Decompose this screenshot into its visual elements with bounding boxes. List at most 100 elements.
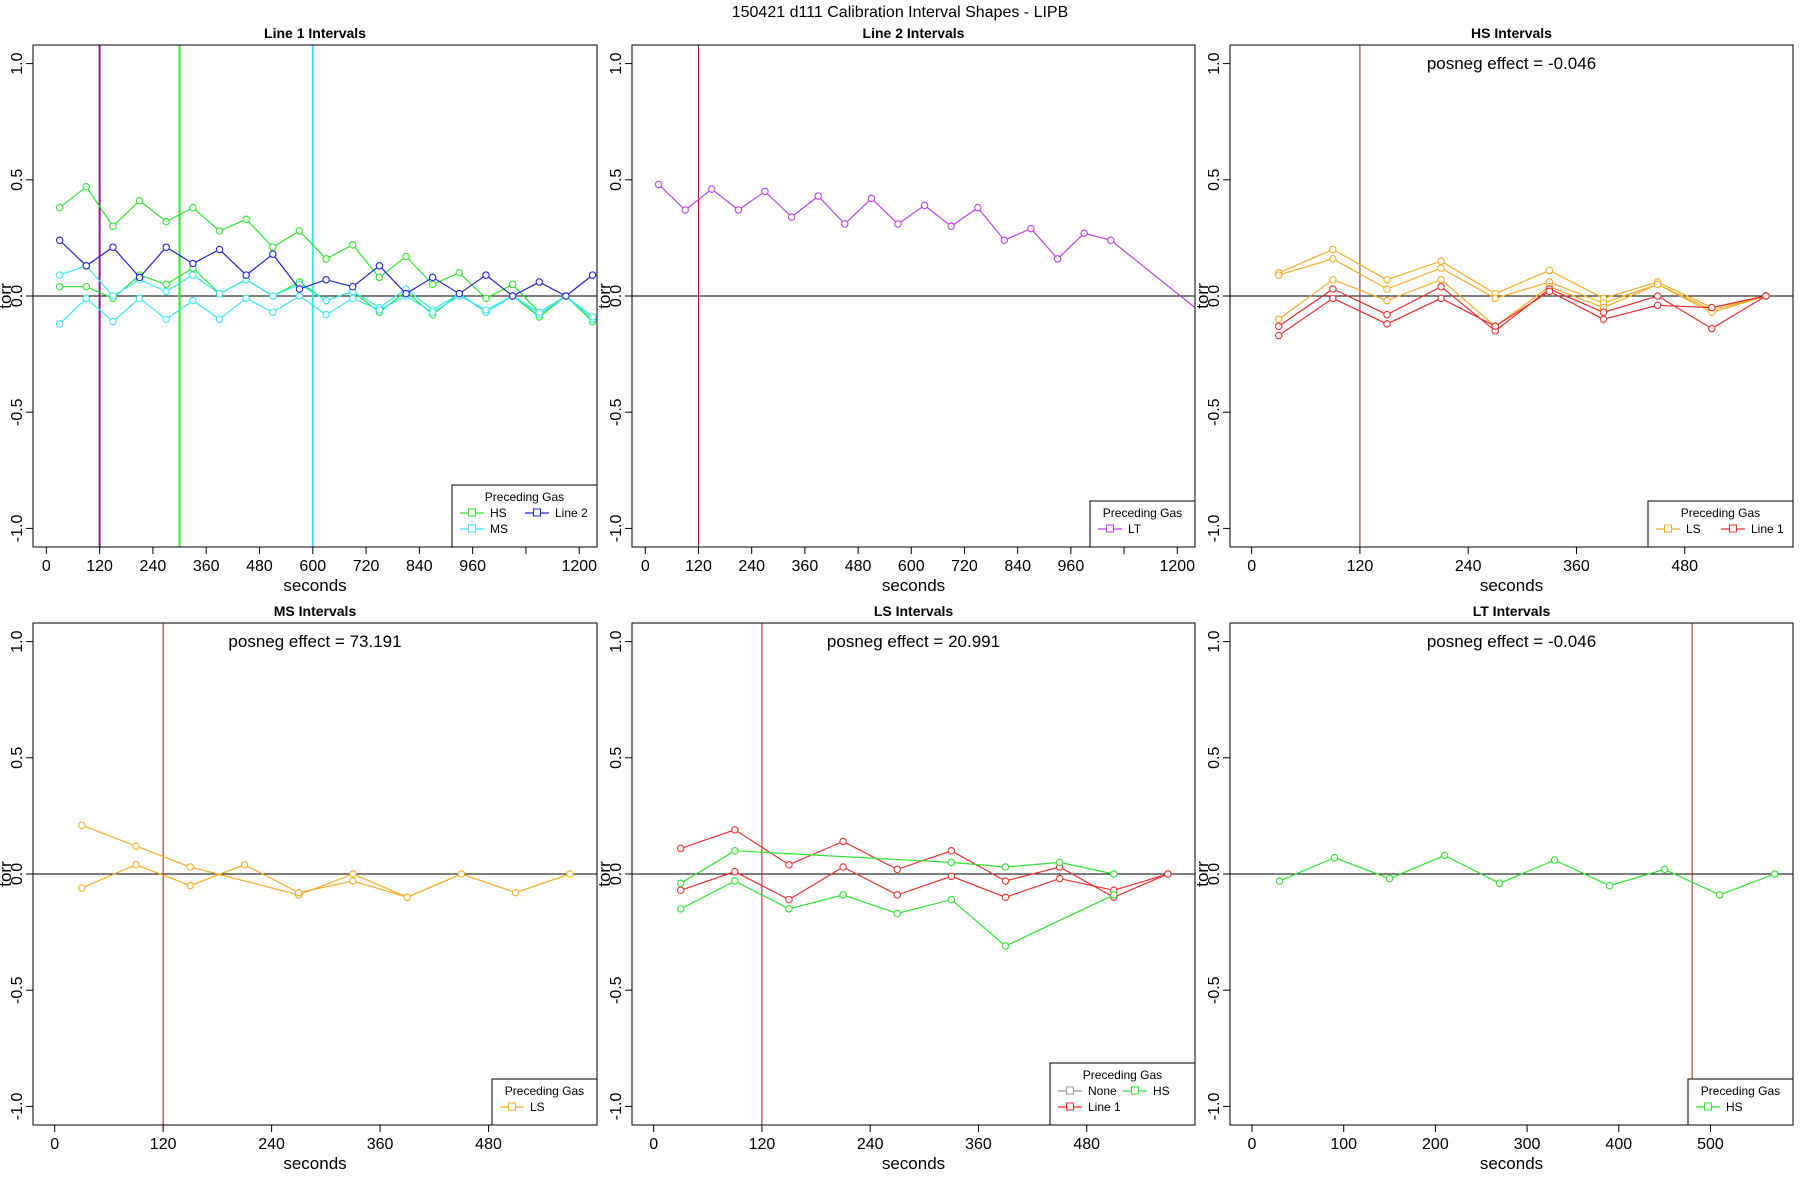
data-point bbox=[947, 872, 956, 881]
legend-entry-label: Line 2 bbox=[555, 506, 588, 520]
data-point bbox=[1055, 858, 1064, 867]
chart-panel-5: LS Intervals 0 120 240 360 480 seconds -1.0 -0.5… bbox=[595, 603, 1196, 1173]
data-point bbox=[162, 217, 170, 226]
x-tick-label: 240 bbox=[738, 558, 765, 575]
data-point bbox=[242, 294, 250, 303]
x-tick-label: 960 bbox=[459, 558, 486, 575]
data-point bbox=[455, 269, 464, 277]
legend-swatch-marker bbox=[508, 1102, 516, 1111]
data-point bbox=[186, 863, 195, 871]
data-point bbox=[322, 275, 330, 284]
y-tick-label: 0.5 bbox=[608, 169, 625, 191]
data-point bbox=[428, 273, 437, 282]
y-tick-label: 0.0 bbox=[9, 285, 26, 307]
x-tick-label: 480 bbox=[475, 1136, 502, 1153]
data-point bbox=[839, 837, 847, 846]
data-point bbox=[402, 289, 410, 298]
data-point bbox=[867, 194, 876, 203]
data-point bbox=[1545, 287, 1554, 296]
data-point bbox=[242, 215, 250, 224]
y-tick-label: 0.5 bbox=[608, 747, 625, 769]
y-tick-label: -1.0 bbox=[1206, 515, 1223, 543]
data-point bbox=[186, 881, 195, 890]
y-tick-label: 1.0 bbox=[608, 630, 625, 652]
legend-entry-label: Line 1 bbox=[1088, 1100, 1121, 1114]
data-point bbox=[135, 196, 144, 205]
legend-box bbox=[1687, 1078, 1794, 1126]
legend-entry-label: LT bbox=[1128, 522, 1142, 536]
legend: Preceding Gas HS MS Line 2 bbox=[451, 484, 598, 548]
data-point bbox=[1383, 320, 1391, 328]
data-point bbox=[55, 320, 64, 328]
y-tick-label: -1.0 bbox=[608, 515, 625, 543]
legend-entry-label: LS bbox=[1686, 522, 1701, 536]
y-tick-label: 0.0 bbox=[1206, 285, 1223, 307]
y-tick-label: -0.5 bbox=[1206, 398, 1223, 426]
data-point bbox=[974, 203, 982, 212]
legend-box bbox=[1049, 1062, 1196, 1126]
data-point bbox=[1001, 877, 1010, 885]
x-tick-label: 120 bbox=[86, 558, 113, 575]
posneg-annotation: posneg effect = -0.046 bbox=[1427, 632, 1596, 651]
data-point bbox=[1383, 310, 1391, 319]
data-point bbox=[82, 183, 91, 191]
data-point bbox=[135, 273, 144, 282]
series-line bbox=[81, 864, 571, 898]
data-point bbox=[189, 296, 197, 305]
chart-panel-1: Line 1 Intervals 0 120 240 360 480 600 720 840 96… bbox=[0, 25, 598, 595]
data-point bbox=[295, 285, 304, 293]
data-point bbox=[349, 877, 357, 885]
chart-title: Line 2 Intervals bbox=[863, 25, 965, 41]
series-line bbox=[680, 850, 1114, 884]
data-point bbox=[1770, 870, 1779, 878]
data-point bbox=[109, 292, 117, 300]
legend-title: Preceding Gas bbox=[1103, 506, 1182, 520]
data-point bbox=[135, 294, 144, 303]
x-axis-label: seconds bbox=[882, 576, 945, 595]
data-point bbox=[1437, 282, 1445, 291]
data-point bbox=[785, 860, 793, 869]
chart-title: MS Intervals bbox=[274, 603, 357, 619]
chart-panel-2: Line 2 Intervals 0 120 240 360 480 600 720 840 96… bbox=[595, 25, 1196, 595]
x-axis-label: seconds bbox=[1480, 1154, 1543, 1173]
data-point bbox=[109, 317, 117, 326]
x-tick-label: 360 bbox=[1563, 558, 1590, 575]
y-axis-label: torr bbox=[0, 861, 15, 887]
data-point bbox=[1491, 294, 1500, 303]
data-point bbox=[375, 273, 384, 282]
series-line bbox=[81, 824, 462, 898]
x-tick-label: 300 bbox=[1514, 1136, 1541, 1153]
data-point bbox=[1440, 851, 1449, 860]
data-point bbox=[215, 289, 224, 298]
y-tick-label: -1.0 bbox=[9, 1093, 26, 1121]
data-point bbox=[508, 280, 517, 289]
data-point bbox=[403, 893, 411, 901]
y-tick-label: -0.5 bbox=[608, 398, 625, 426]
y-tick-label: 0.0 bbox=[608, 863, 625, 885]
x-tick-label: 960 bbox=[1058, 558, 1085, 575]
x-tick-label: 720 bbox=[353, 558, 380, 575]
data-point bbox=[1599, 308, 1608, 317]
x-tick-label: 360 bbox=[367, 1136, 394, 1153]
data-point bbox=[295, 292, 304, 300]
x-tick-label: 240 bbox=[258, 1136, 285, 1153]
data-point bbox=[566, 870, 574, 878]
data-point bbox=[348, 294, 357, 303]
data-point bbox=[215, 315, 224, 323]
data-point bbox=[1274, 331, 1283, 340]
legend-title: Preceding Gas bbox=[505, 1084, 584, 1098]
data-point bbox=[109, 243, 117, 251]
data-point bbox=[731, 826, 739, 834]
y-tick-label: 1.0 bbox=[1206, 630, 1223, 652]
data-point bbox=[482, 294, 490, 303]
legend-swatch-marker bbox=[1066, 1102, 1074, 1111]
data-point bbox=[402, 252, 410, 261]
x-tick-label: 480 bbox=[1671, 558, 1698, 575]
data-point bbox=[1708, 324, 1716, 333]
legend-title: Preceding Gas bbox=[1681, 506, 1760, 520]
x-tick-label: 840 bbox=[1004, 558, 1031, 575]
data-point bbox=[1000, 236, 1009, 244]
data-point bbox=[1383, 275, 1391, 284]
legend: Preceding Gas None Line 1 HS bbox=[1049, 1062, 1196, 1126]
